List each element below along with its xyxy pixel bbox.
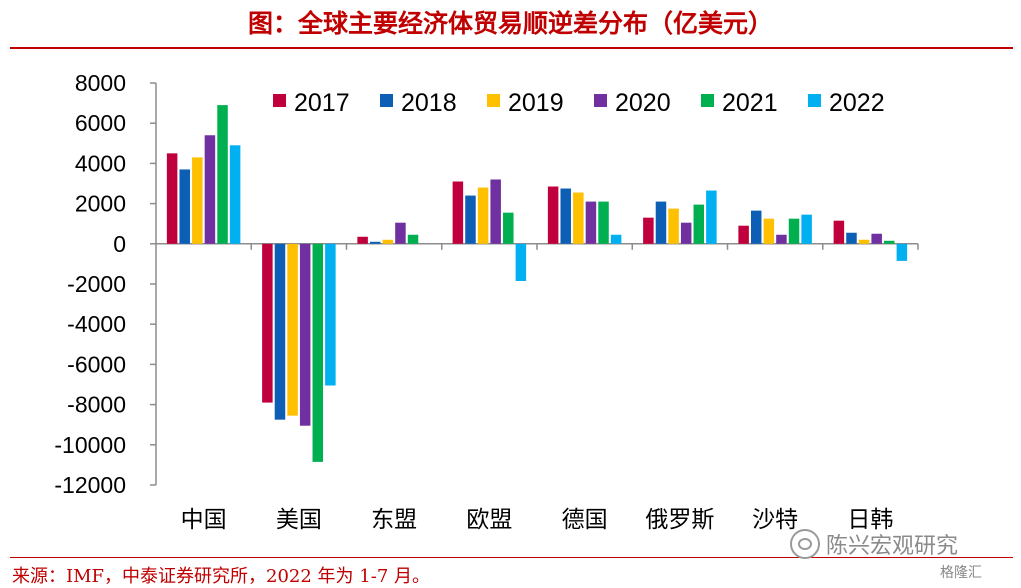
bar-2018-美国 — [274, 243, 286, 420]
bar-2019-中国 — [192, 157, 203, 244]
bar-2019-欧盟 — [477, 187, 489, 244]
bar-2019-德国 — [573, 192, 584, 244]
y-tick-label: 6000 — [75, 110, 126, 136]
bar-2018-中国 — [179, 169, 190, 244]
bar-2021-德国 — [598, 201, 609, 244]
bar-2019-沙特 — [763, 218, 775, 244]
y-axis: 8000 6000 4000 2000 0 -2000 -4000 -6000 -8000 -10… — [54, 70, 157, 498]
bar-2020-日韩 — [871, 233, 882, 244]
bar-2022-中国 — [229, 145, 241, 244]
y-tick-label: 2000 — [75, 191, 126, 217]
bar-2022-沙特 — [801, 214, 812, 244]
legend-label-2019: 2019 — [508, 89, 564, 117]
y-tick-label: -6000 — [67, 351, 126, 377]
source-note: 来源：IMF，中泰证券研究所，2022 年为 1-7 月。 — [12, 566, 430, 587]
bar-2017-德国 — [547, 186, 559, 244]
bar-2019-日韩 — [858, 239, 870, 244]
y-tick-label: -4000 — [67, 311, 126, 337]
bar-2022-德国 — [610, 234, 622, 244]
bar-2021-沙特 — [788, 218, 800, 244]
bar-2018-俄罗斯 — [655, 201, 667, 244]
y-tick-label: 4000 — [75, 150, 126, 176]
legend-swatch-2017 — [273, 94, 286, 107]
legend-label-2018: 2018 — [401, 89, 457, 117]
bar-2017-俄罗斯 — [643, 217, 654, 244]
legend-swatch-2021 — [701, 94, 714, 107]
bar-2022-俄罗斯 — [706, 190, 717, 244]
x-category-label: 日韩 — [847, 507, 893, 533]
bar-2017-欧盟 — [452, 181, 464, 244]
bar-2022-美国 — [325, 243, 336, 386]
legend: 2017 2018 2019 2020 2021 2022 — [273, 89, 885, 117]
x-category-label: 德国 — [562, 507, 608, 533]
y-tick-label: 0 — [113, 231, 126, 257]
legend-swatch-2018 — [380, 94, 393, 107]
legend-swatch-2019 — [487, 94, 500, 107]
bar-2017-东盟 — [357, 236, 368, 244]
bar-2017-中国 — [166, 153, 178, 244]
watermark-logo: 格隆汇 — [940, 565, 982, 581]
legend-label-2022: 2022 — [829, 89, 885, 117]
bar-2021-日韩 — [884, 240, 895, 244]
x-category-label: 中国 — [181, 507, 227, 533]
legend-label-2017: 2017 — [294, 89, 350, 117]
bar-2019-东盟 — [382, 239, 394, 244]
bar-2019-美国 — [287, 243, 298, 416]
x-axis: 中国 美国 东盟 欧盟 德国 俄罗斯 沙特 日韩 — [156, 243, 919, 533]
bar-2020-东盟 — [395, 222, 406, 244]
x-category-label: 东盟 — [371, 507, 417, 533]
bar-2018-日韩 — [846, 232, 857, 244]
bar-2020-俄罗斯 — [680, 222, 692, 244]
bar-2017-日韩 — [833, 220, 845, 244]
bar-2019-俄罗斯 — [668, 208, 679, 244]
bar-2020-德国 — [585, 201, 597, 244]
y-tick-label: -10000 — [54, 432, 126, 458]
bar-2017-沙特 — [738, 225, 749, 244]
watermark: 陈兴宏观研究 — [790, 528, 958, 560]
chart-title: 图：全球主要经济体贸易顺逆差分布（亿美元） — [247, 9, 773, 38]
y-tick-label: -8000 — [67, 392, 126, 418]
bar-2021-欧盟 — [503, 212, 514, 244]
x-category-label: 美国 — [276, 507, 322, 533]
bar-2018-欧盟 — [465, 195, 476, 244]
bar-2021-东盟 — [407, 234, 419, 244]
x-category-label: 沙特 — [752, 507, 798, 533]
footer-rule — [10, 557, 1013, 558]
bar-2020-中国 — [204, 135, 216, 244]
wechat-icon — [790, 529, 820, 559]
title-rule — [10, 47, 1013, 49]
bar-2018-东盟 — [369, 241, 381, 244]
y-tick-label: 8000 — [75, 70, 126, 96]
bar-2018-沙特 — [750, 210, 762, 244]
bar-2022-日韩 — [896, 243, 908, 261]
bar-2017-美国 — [262, 243, 273, 403]
bar-2020-沙特 — [776, 234, 787, 244]
bars — [166, 105, 908, 462]
legend-swatch-2022 — [808, 94, 821, 107]
bar-2021-俄罗斯 — [693, 204, 705, 244]
legend-swatch-2020 — [594, 94, 607, 107]
legend-label-2021: 2021 — [722, 89, 778, 117]
x-category-label: 欧盟 — [466, 507, 512, 533]
bar-2022-欧盟 — [515, 243, 527, 281]
y-tick-label: -2000 — [67, 271, 126, 297]
legend-label-2020: 2020 — [615, 89, 671, 117]
x-category-label: 俄罗斯 — [645, 507, 714, 533]
bar-2020-欧盟 — [490, 179, 501, 244]
bar-2020-美国 — [299, 243, 311, 426]
watermark-text: 陈兴宏观研究 — [826, 534, 959, 559]
y-tick-label: -12000 — [54, 472, 126, 498]
bar-2018-德国 — [560, 188, 571, 244]
bar-2021-中国 — [217, 105, 228, 244]
bar-2021-美国 — [312, 243, 324, 462]
